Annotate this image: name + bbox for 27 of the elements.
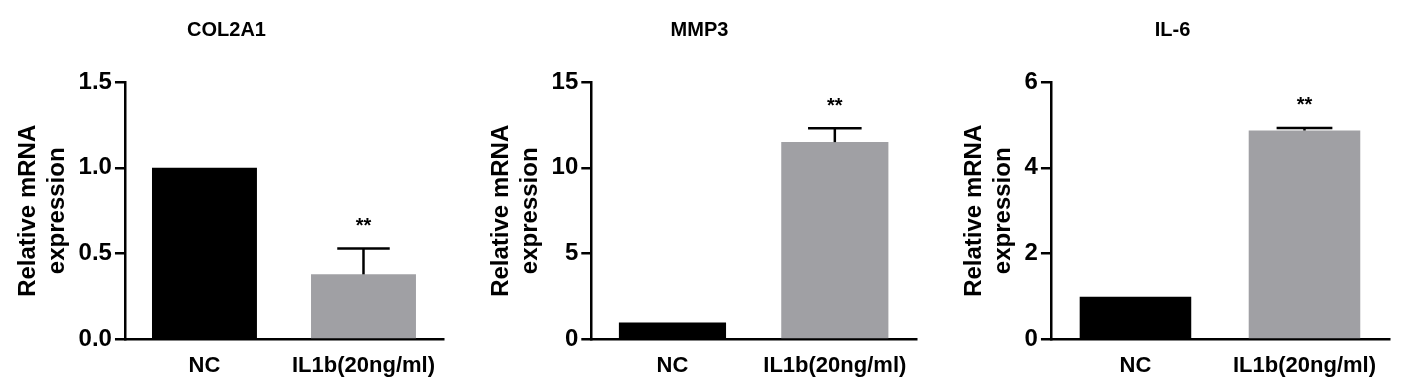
y-tick-label: 5 xyxy=(564,238,579,266)
y-tick-label: 1.0 xyxy=(78,152,112,180)
chart-title: COL2A1 xyxy=(187,17,266,40)
y-tick-label: 1.5 xyxy=(78,66,112,94)
chart-title: IL-6 xyxy=(1154,17,1191,40)
annotation: ** xyxy=(1296,93,1313,116)
annotation: ** xyxy=(355,214,372,237)
x-tick-label: NC xyxy=(1119,351,1152,377)
x-tick-label: NC xyxy=(188,351,221,377)
chart-title: MMP3 xyxy=(670,17,729,40)
y-tick-label: 0 xyxy=(1024,324,1038,352)
y-tick-label: 2 xyxy=(1024,238,1038,266)
y-tick-label: 15 xyxy=(551,66,579,94)
y-tick-label: 10 xyxy=(551,152,579,180)
y-axis-title: Relative mRNA expression xyxy=(486,124,542,297)
y-axis-title: Relative mRNA expression xyxy=(959,124,1015,297)
x-tick-label: IL1b(20ng/ml) xyxy=(291,351,435,377)
annotation: ** xyxy=(827,93,843,116)
y-tick-label: 6 xyxy=(1024,66,1038,94)
x-tick-label: IL1b(20ng/ml) xyxy=(1232,351,1376,377)
x-tick-label: IL1b(20ng/ml) xyxy=(763,351,907,377)
y-tick-label: 0 xyxy=(564,324,579,352)
y-axis-title: Relative mRNA expression xyxy=(13,124,69,297)
y-tick-label: 0.0 xyxy=(78,324,112,352)
x-tick-label: NC xyxy=(656,351,689,377)
y-tick-label: 4 xyxy=(1024,152,1039,180)
y-tick-label: 0.5 xyxy=(78,238,112,266)
